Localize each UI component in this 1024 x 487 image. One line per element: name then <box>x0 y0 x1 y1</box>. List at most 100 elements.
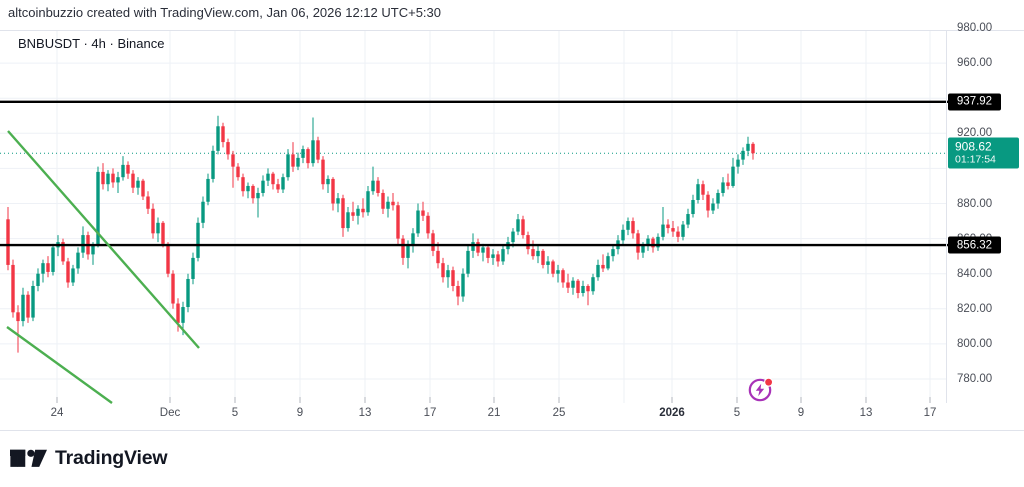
candle <box>241 173 245 197</box>
candle <box>236 163 240 181</box>
time-axis-label: 13 <box>358 407 372 419</box>
candle <box>606 252 610 271</box>
price-axis-separator <box>946 30 947 403</box>
candle <box>576 278 580 299</box>
candle <box>71 264 75 286</box>
candle <box>366 185 370 216</box>
price-line-label-upper[interactable]: 937.92 <box>948 93 1001 111</box>
candle <box>116 171 120 193</box>
candle <box>46 256 50 278</box>
candle <box>501 245 505 265</box>
candle <box>81 226 85 258</box>
candle <box>496 250 500 267</box>
time-axis-label: 24 <box>50 407 64 419</box>
tradingview-wordmark: TradingView <box>55 447 168 469</box>
candle <box>136 177 140 195</box>
candle <box>451 266 455 292</box>
candle <box>166 242 170 278</box>
candle <box>626 217 630 236</box>
candle <box>361 198 365 218</box>
candle <box>61 238 65 265</box>
candle <box>486 245 490 264</box>
candle <box>536 245 540 264</box>
candle <box>466 245 470 278</box>
candle <box>381 189 385 215</box>
candle <box>441 257 445 283</box>
candle <box>326 175 330 193</box>
candle <box>21 287 25 327</box>
candle <box>726 173 730 190</box>
tradingview-logo-icon <box>10 449 47 467</box>
candle <box>276 178 280 193</box>
candle <box>201 196 205 229</box>
candle <box>346 207 350 232</box>
symbol-legend[interactable]: BNBUSDT · 4h · Binance <box>18 36 165 51</box>
candle <box>126 161 130 179</box>
candle <box>706 191 710 218</box>
candle <box>711 198 715 215</box>
candle <box>6 207 10 271</box>
candle <box>681 221 685 241</box>
candle <box>256 187 260 218</box>
candle <box>476 238 480 257</box>
candle <box>31 280 35 322</box>
candle <box>461 268 465 302</box>
candle <box>296 152 300 171</box>
time-axis-bottom-border <box>0 430 1024 431</box>
time-axis-label: 2026 <box>659 407 685 419</box>
candle <box>551 259 555 278</box>
trendline <box>6 326 113 404</box>
time-axis-label: 5 <box>733 407 741 419</box>
candle <box>111 168 115 188</box>
candle <box>11 259 15 318</box>
candle <box>421 201 425 222</box>
price-axis-label: 920.00 <box>957 127 993 140</box>
candle <box>146 191 150 215</box>
candle <box>171 270 175 309</box>
candle <box>526 231 530 255</box>
candle <box>591 273 595 295</box>
price-axis-label: 800.00 <box>957 337 993 350</box>
candle <box>51 243 55 276</box>
tradingview-logo[interactable]: TradingView <box>10 447 168 470</box>
candle <box>336 192 340 213</box>
candle <box>141 178 145 200</box>
candle <box>266 168 270 186</box>
time-axis-label: Dec <box>159 407 181 419</box>
candle <box>221 122 225 148</box>
candle <box>721 177 725 197</box>
candle <box>291 142 295 172</box>
candle <box>371 166 375 195</box>
candle <box>671 221 675 237</box>
candle <box>161 221 165 248</box>
current-price-value: 908.62 <box>955 139 992 154</box>
price-line-label-lower[interactable]: 856.32 <box>948 236 1001 254</box>
price-axis-label: 980.00 <box>957 22 993 34</box>
candle <box>516 214 520 236</box>
candle <box>561 268 565 288</box>
pane-top-border <box>0 30 1024 31</box>
candle <box>191 252 195 285</box>
flash-circle-icon <box>748 377 774 402</box>
candle <box>101 163 105 190</box>
candle <box>301 145 305 164</box>
candle <box>751 142 755 160</box>
candle <box>741 147 745 165</box>
candle <box>271 171 275 190</box>
candle <box>431 229 435 257</box>
current-price-label: 908.62 01:17:54 <box>948 137 1019 169</box>
time-axis-label: 21 <box>487 407 501 419</box>
candle <box>696 178 700 204</box>
candle <box>646 235 650 251</box>
trendline <box>7 130 200 349</box>
candle <box>386 196 390 218</box>
candle <box>66 257 70 288</box>
candle <box>546 256 550 274</box>
attribution-watermark: altcoinbuzzio created with TradingView.c… <box>8 5 441 20</box>
candle <box>151 203 155 239</box>
candle <box>206 173 210 206</box>
candle <box>76 247 80 274</box>
flash-events-button[interactable] <box>745 373 777 405</box>
